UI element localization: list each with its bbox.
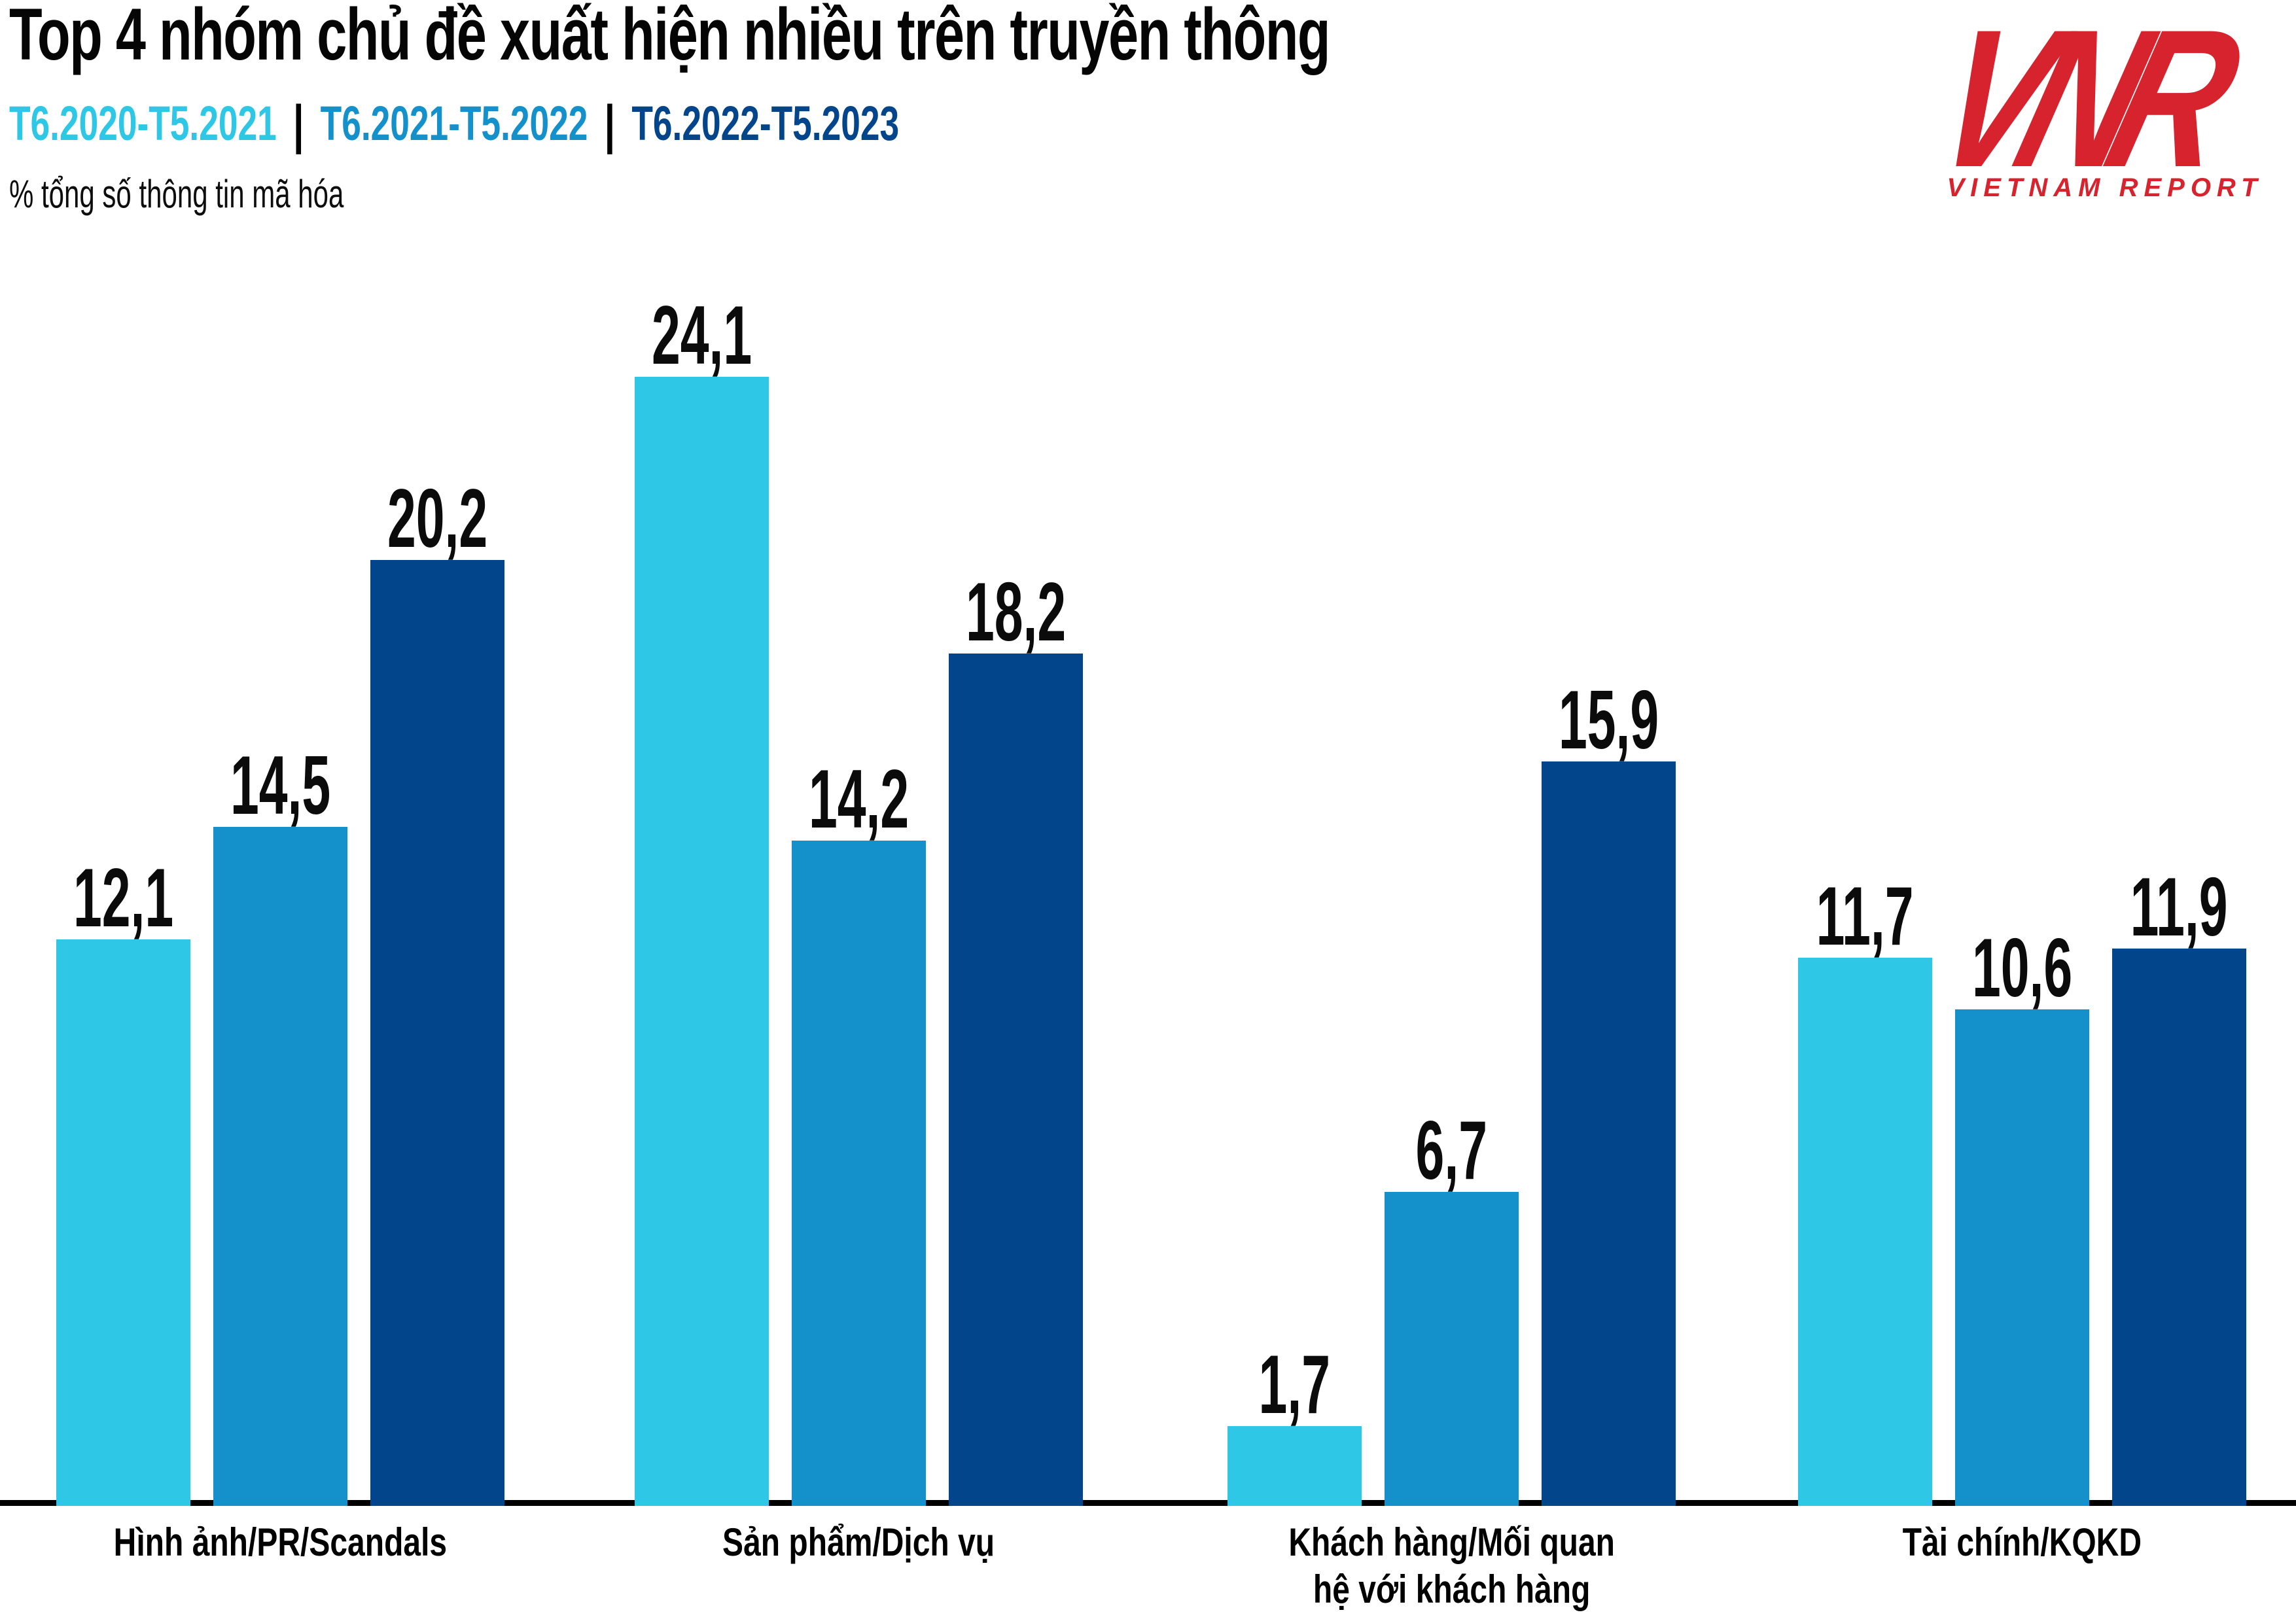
legend-item-1: T6.2021-T5.2022 xyxy=(320,96,588,150)
bar-value-label: 11,7 xyxy=(1669,875,2062,958)
category-label-text: Sản phẩm/Dịch vụ xyxy=(722,1520,995,1564)
legend-separator: | xyxy=(292,95,304,154)
bar-value-text: 14,5 xyxy=(230,739,331,831)
bar-value-label: 18,2 xyxy=(820,570,1212,654)
bar-value-text: 11,7 xyxy=(1816,869,1914,962)
bar-series2-group4: 10,6 xyxy=(1955,926,2089,1506)
bar-series3-group4: 11,9 xyxy=(2112,865,2246,1506)
bar-value-text: 14,2 xyxy=(808,752,910,845)
bar-value-text: 10,6 xyxy=(1971,921,2073,1014)
bar-series2-group1: 14,5 xyxy=(213,744,347,1506)
bar-series1-group2: 24,1 xyxy=(635,294,769,1506)
bar-value-label: 1,7 xyxy=(1099,1343,1491,1426)
bar-value-label: 24,1 xyxy=(506,294,898,377)
category-label-text: Hình ảnh/PR/Scandals xyxy=(113,1520,448,1564)
bar-value-label: 15,9 xyxy=(1413,678,1805,761)
bar-value-text: 18,2 xyxy=(965,565,1067,658)
bar-value-text: 6,7 xyxy=(1415,1104,1488,1196)
category-label-3: Khách hàng/Mối quan hệ với khách hàng xyxy=(1223,1519,1681,1613)
bar-value-text: 11,9 xyxy=(2130,860,2228,953)
chart-legend: T6.2020-T5.2021 | T6.2021-T5.2022 | T6.2022-… xyxy=(9,98,899,152)
chart-subtitle: % tổng số thông tin mã hóa xyxy=(9,173,487,216)
bar-value-text: 1,7 xyxy=(1258,1338,1331,1431)
category-label-text: Khách hàng/Mối quan hệ với khách hàng xyxy=(1288,1520,1615,1611)
bar-value-label: 10,6 xyxy=(1826,926,2219,1009)
legend-item-2: T6.2022-T5.2023 xyxy=(631,96,900,150)
page-title-text: Top 4 nhóm chủ đề xuất hiện nhiều trên t… xyxy=(9,0,1330,75)
legend-separator: | xyxy=(604,95,616,154)
x-axis-line xyxy=(0,1500,2296,1506)
legend-item-0: T6.2020-T5.2021 xyxy=(9,96,277,150)
bar-value-label: 12,1 xyxy=(0,856,320,939)
chart-subtitle-text: % tổng số thông tin mã hóa xyxy=(9,172,344,216)
category-label-2: Sản phẩm/Dịch vụ xyxy=(630,1519,1088,1566)
bar-series2-group3: 6,7 xyxy=(1385,1109,1519,1506)
page-title: Top 4 nhóm chủ đề xuất hiện nhiều trên t… xyxy=(9,0,1793,73)
bar-value-label: 14,5 xyxy=(84,744,477,827)
bar-series3-group1: 20,2 xyxy=(370,477,504,1506)
category-label-text: Tài chính/KQKD xyxy=(1902,1520,2142,1564)
bar-series1-group4: 11,7 xyxy=(1798,875,1932,1506)
bar-value-text: 12,1 xyxy=(73,851,174,944)
bar-value-text: 20,2 xyxy=(387,472,488,565)
bar-value-label: 20,2 xyxy=(241,477,634,560)
category-label-1: Hình ảnh/PR/Scandals xyxy=(52,1519,510,1566)
bar-series1-group3: 1,7 xyxy=(1227,1343,1362,1506)
bar-value-text: 24,1 xyxy=(651,288,752,381)
bar-series1-group1: 12,1 xyxy=(56,856,190,1506)
bar-value-label: 6,7 xyxy=(1256,1109,1648,1192)
category-label-4: Tài chính/KQKD xyxy=(1793,1519,2252,1566)
vnr-logo: VNR VIETNAM REPORT xyxy=(1915,0,2288,208)
bar-series2-group2: 14,2 xyxy=(792,758,926,1506)
vnr-logo-mark: VNR xyxy=(1909,0,2248,208)
bar-value-label: 14,2 xyxy=(663,758,1055,841)
bar-value-label: 11,9 xyxy=(1983,865,2296,949)
bar-series3-group3: 15,9 xyxy=(1542,678,1676,1506)
bar-value-text: 15,9 xyxy=(1558,673,1659,766)
vnr-logo-caption: VIETNAM REPORT xyxy=(1947,173,2263,202)
bar-series3-group2: 18,2 xyxy=(949,570,1083,1506)
